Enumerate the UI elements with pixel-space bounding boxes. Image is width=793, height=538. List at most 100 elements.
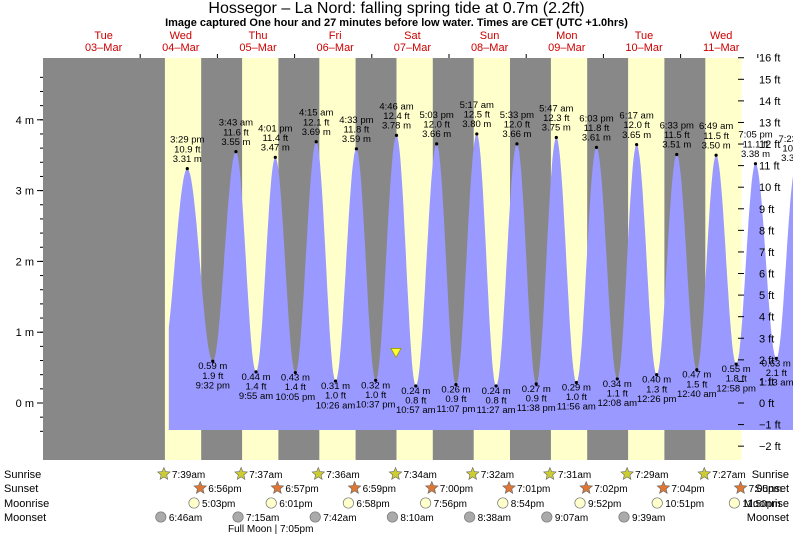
moonrise-time: 9:52pm [588, 499, 621, 510]
sunset-icon [579, 480, 594, 494]
sunset-time: 7:05pm [749, 484, 782, 495]
y-tick-label-ft: 15 ft [759, 74, 780, 86]
sunrise-icon [234, 466, 249, 480]
moonrise-icon [651, 497, 663, 509]
moonset-icon [541, 511, 553, 523]
low-tide-label: 10:05 pm [276, 392, 316, 403]
low-tide-label: 0.40 m [642, 375, 671, 386]
sunset-time: 7:00pm [440, 484, 473, 495]
high-tide-label: 3.75 m [542, 123, 571, 134]
sunset-time: 7:01pm [517, 484, 550, 495]
high-tide-point [675, 152, 679, 157]
low-tide-label: 1.8 ft [726, 374, 747, 385]
tide-area [168, 134, 793, 430]
low-tide-label: 10:26 am [316, 400, 356, 411]
low-tide-label: 1.5 ft [686, 379, 707, 390]
high-tide-point [594, 145, 599, 150]
low-tide-label: 0.24 m [401, 386, 430, 397]
sunrise-time: 7:37am [249, 470, 282, 481]
low-tide-label: 0.31 m [321, 381, 350, 392]
sunset-row-label-left: Sunset [4, 483, 38, 495]
high-tide-label: 5:17 am [460, 100, 494, 111]
high-tide-label: 3:43 am [219, 118, 253, 129]
low-tide-point [655, 373, 659, 377]
sunset-icon [502, 480, 516, 494]
high-tide-label: 4:15 am [299, 108, 333, 119]
sunset-icon [656, 480, 671, 494]
low-tide-label: 2.1 ft [766, 368, 787, 379]
low-tide-label: 1.3 ft [646, 384, 667, 395]
y-tick-label-m: 2 m [16, 256, 34, 268]
low-tide-label: 0.9 ft [445, 394, 466, 405]
high-tide-label: 7:05 pm [738, 130, 772, 141]
moonset-icon [386, 511, 398, 523]
y-tick-label-ft: −1 ft [759, 420, 781, 432]
moonrise-icon [574, 497, 586, 509]
low-tide-label: 1.4 ft [245, 381, 266, 392]
moonset-icon [464, 511, 476, 523]
sunrise-icon [697, 466, 712, 480]
low-tide-label: 0.8 ft [405, 396, 426, 407]
low-tide-point [534, 382, 538, 386]
sunset-time: 6:57pm [285, 484, 318, 495]
y-tick-label-m: 3 m [16, 186, 34, 198]
moonrise-row-label-left: Moonrise [4, 498, 49, 510]
y-tick-label-ft: 1 ft [759, 376, 774, 388]
y-tick-label-ft: 2 ft [759, 355, 774, 367]
high-tide-label: 10.9 ft [174, 144, 201, 155]
low-tide-label: 0.63 m [762, 358, 791, 369]
high-tide-label: 12.1 ft [303, 117, 330, 128]
y-tick-label-ft: 8 ft [759, 225, 774, 237]
day-date-label: 09–Mar [548, 42, 586, 54]
y-tick-label-ft: 13 ft [759, 117, 780, 129]
high-tide-label: 3:29 pm [170, 135, 204, 146]
sunrise-icon [542, 466, 557, 480]
y-tick-label-m: 0 m [16, 398, 34, 410]
y-tick-label-ft: 4 ft [759, 312, 774, 324]
moonset-icon [309, 511, 321, 523]
high-tide-label: 3.59 m [342, 134, 371, 145]
low-tide-point [695, 368, 699, 372]
high-tide-label: 3.31 m [173, 154, 202, 165]
low-tide-label: 11:38 pm [517, 403, 556, 414]
sunset-icon [193, 480, 208, 494]
sunset-icon [270, 480, 285, 494]
moonset-icon [155, 511, 167, 523]
low-tide-point [414, 384, 418, 388]
high-tide-label: 3.50 m [702, 140, 731, 151]
moonrise-time: 7:56pm [434, 499, 467, 510]
high-tide-point [354, 147, 358, 151]
sunrise-time: 7:29am [635, 470, 668, 481]
high-tide-label: 3.51 m [662, 140, 691, 151]
sunset-time: 7:04pm [671, 484, 704, 495]
y-tick-label-ft: −2 ft [759, 441, 781, 453]
high-tide-label: 12.4 ft [383, 111, 410, 122]
high-tide-label: 3.32 m [781, 153, 793, 164]
low-tide-point [494, 384, 498, 388]
day-name-label: Wed [710, 30, 732, 42]
sunset-icon [733, 480, 748, 494]
day-name-label: Tue [635, 30, 654, 42]
low-tide-label: 1.0 ft [365, 390, 386, 401]
low-tide-point [211, 359, 215, 363]
low-tide-label: 11:27 am [477, 405, 516, 416]
sunrise-row-label-right: Sunrise [752, 469, 789, 481]
sunrise-time: 7:39am [172, 470, 205, 481]
low-tide-label: 11:56 am [557, 402, 596, 413]
low-tide-label: 9:55 am [239, 391, 273, 402]
moonrise-time: 10:51pm [665, 499, 704, 510]
y-tick-label-ft: 11 ft [759, 161, 780, 173]
day-date-label: 04–Mar [162, 42, 200, 54]
high-tide-label: 6:49 am [699, 121, 733, 132]
day-date-label: 07–Mar [394, 42, 432, 54]
high-tide-point [314, 140, 318, 144]
low-tide-label: 12:26 pm [637, 394, 677, 405]
moonset-icon [618, 511, 630, 523]
low-tide-label: 1.4 ft [285, 382, 306, 393]
sunset-row-label-right: Sunset [755, 483, 789, 495]
high-tide-label: 12.0 ft [623, 120, 650, 131]
high-tide-label: 5:03 pm [419, 110, 453, 121]
low-tide-label: 0.43 m [281, 373, 310, 384]
